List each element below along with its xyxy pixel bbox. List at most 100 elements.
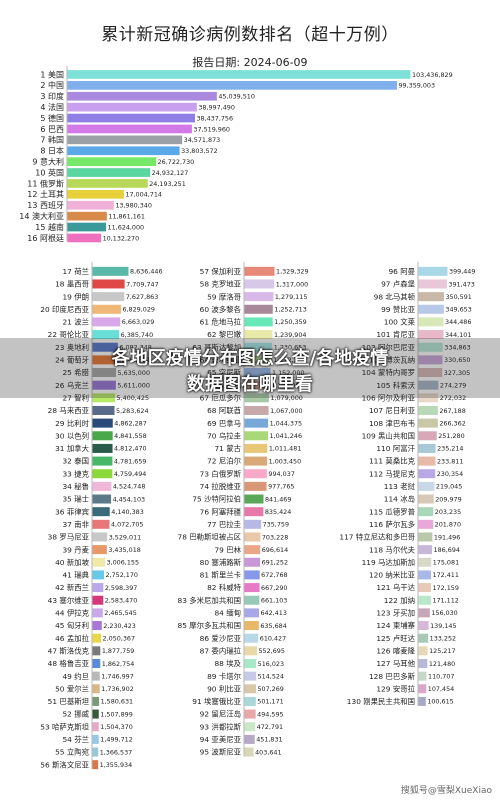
bar (92, 368, 116, 378)
value-label: 6,829,029 (122, 306, 155, 314)
bar (418, 405, 438, 415)
category-label: 74 拉脱维亚 (200, 482, 242, 491)
value-label: 4,072,705 (111, 521, 144, 529)
category-label: 115 瓜德罗普 (369, 507, 416, 516)
bar (92, 304, 121, 314)
category-label: 126 喀麦隆 (376, 646, 415, 655)
value-label: 11,624,000 (108, 223, 145, 231)
category-label: 50 爱尔兰 (55, 684, 89, 693)
category-label: 30 以色列 (55, 431, 89, 440)
category-label: 37 南非 (62, 520, 89, 529)
category-label: 4 法国 (40, 102, 64, 112)
bar (418, 368, 443, 378)
chart-panel-1: 1 美国 103,436,829 2 中国 99,359,003 3 印度 45,039,… (19, 66, 453, 243)
category-label: 59 摩洛哥 (207, 292, 241, 301)
category-label: 124 柬埔寨 (376, 621, 415, 630)
bar (92, 481, 112, 491)
value-label: 4,781,659 (114, 457, 147, 465)
bar (92, 570, 104, 580)
bar (67, 146, 180, 156)
value-label: 667,290 (261, 584, 287, 592)
bar (244, 557, 261, 567)
bar (418, 330, 444, 340)
category-label: 108 津巴布韦 (369, 419, 415, 428)
bar (418, 684, 427, 694)
value-label: 2,583,470 (105, 597, 138, 605)
category-label: 120 纳米比亚 (369, 571, 416, 580)
category-label: 97 卢森堡 (381, 280, 416, 289)
category-label: 54 芬兰 (62, 735, 89, 744)
value-label: 1,366,537 (100, 748, 133, 756)
value-label: 6,385,740 (121, 331, 154, 339)
category-label: 89 卡塔尔 (207, 672, 242, 681)
bar (418, 317, 444, 327)
bar (92, 545, 107, 555)
value-label: 391,473 (448, 280, 474, 288)
value-label: 3,435,018 (108, 546, 141, 554)
value-label: 7,627,863 (126, 293, 159, 301)
category-label: 110 阿富汗 (376, 444, 415, 453)
category-label: 58 克罗地亚 (200, 280, 242, 289)
chart-panel-4: 96 阿曼 399,449 97 卢森堡 391,473 98 北马其顿 350,591 9… (339, 262, 475, 706)
category-label: 111 莫桑比克 (369, 457, 416, 466)
value-label: 110,707 (428, 672, 454, 680)
value-label: 38,437,756 (196, 114, 233, 122)
value-label: 1,746,997 (101, 672, 134, 680)
bar (92, 317, 121, 327)
value-label: 2,050,367 (103, 634, 136, 642)
bar (67, 222, 107, 232)
category-label: 88 埃及 (214, 659, 241, 668)
value-label: 139,145 (430, 622, 456, 630)
value-label: 274,279 (440, 381, 466, 389)
bar (92, 696, 100, 706)
watermark: 搜狐号@雪梨XueXiao (400, 786, 492, 796)
overlay-caption-line1: 各地区疫情分布图怎么查/各地疫情 (111, 348, 389, 369)
bar (92, 266, 129, 276)
bar (92, 342, 118, 352)
category-label: 15 越南 (35, 222, 64, 232)
value-label: 172,411 (433, 571, 459, 579)
bar (92, 583, 104, 593)
category-label: 98 北马其顿 (374, 292, 416, 301)
value-label: 327,305 (444, 369, 470, 377)
category-label: 3 印度 (40, 91, 64, 101)
category-label: 96 阿曼 (388, 267, 415, 276)
bar (244, 696, 256, 706)
category-label: 40 新加坡 (55, 558, 90, 567)
bar (92, 532, 108, 542)
value-label: 4,812,470 (114, 445, 147, 453)
category-label: 49 约旦 (62, 672, 89, 681)
bar (418, 696, 426, 706)
bar (244, 494, 264, 504)
bar (92, 279, 125, 289)
value-label: 1,011,481 (269, 445, 302, 453)
category-label: 16 阿根廷 (27, 233, 64, 243)
value-label: 330,650 (444, 356, 470, 364)
bar (67, 211, 107, 221)
bar (418, 621, 429, 631)
value-label: 172,159 (432, 584, 458, 592)
value-label: 13,980,340 (115, 202, 152, 210)
value-label: 1,499,712 (100, 736, 133, 744)
value-label: 38,997,490 (198, 103, 235, 111)
category-label: 2 中国 (40, 80, 64, 90)
category-label: 29 比利时 (55, 419, 90, 428)
value-label: 661,103 (261, 597, 287, 605)
category-label: 69 巴拿马 (207, 419, 241, 428)
bar (244, 570, 260, 580)
bar (418, 443, 436, 453)
bar (244, 722, 256, 732)
category-label: 36 菲律宾 (55, 507, 89, 516)
bar (244, 608, 259, 618)
value-label: 344,101 (445, 331, 471, 339)
value-label: 334,863 (444, 344, 470, 352)
category-label: 25 希腊 (62, 368, 89, 377)
bar (418, 532, 433, 542)
category-label: 76 阿塞拜疆 (200, 507, 242, 516)
category-label: 105 科索沃 (376, 381, 415, 390)
chart-panel-2: 17 荷兰 8,636,446 18 墨西哥 7,709,747 19 伊朗 7,627,… (40, 262, 163, 769)
bar (92, 405, 115, 415)
category-label: 12 土耳其 (27, 189, 64, 199)
bar (92, 684, 100, 694)
bar (418, 469, 436, 479)
